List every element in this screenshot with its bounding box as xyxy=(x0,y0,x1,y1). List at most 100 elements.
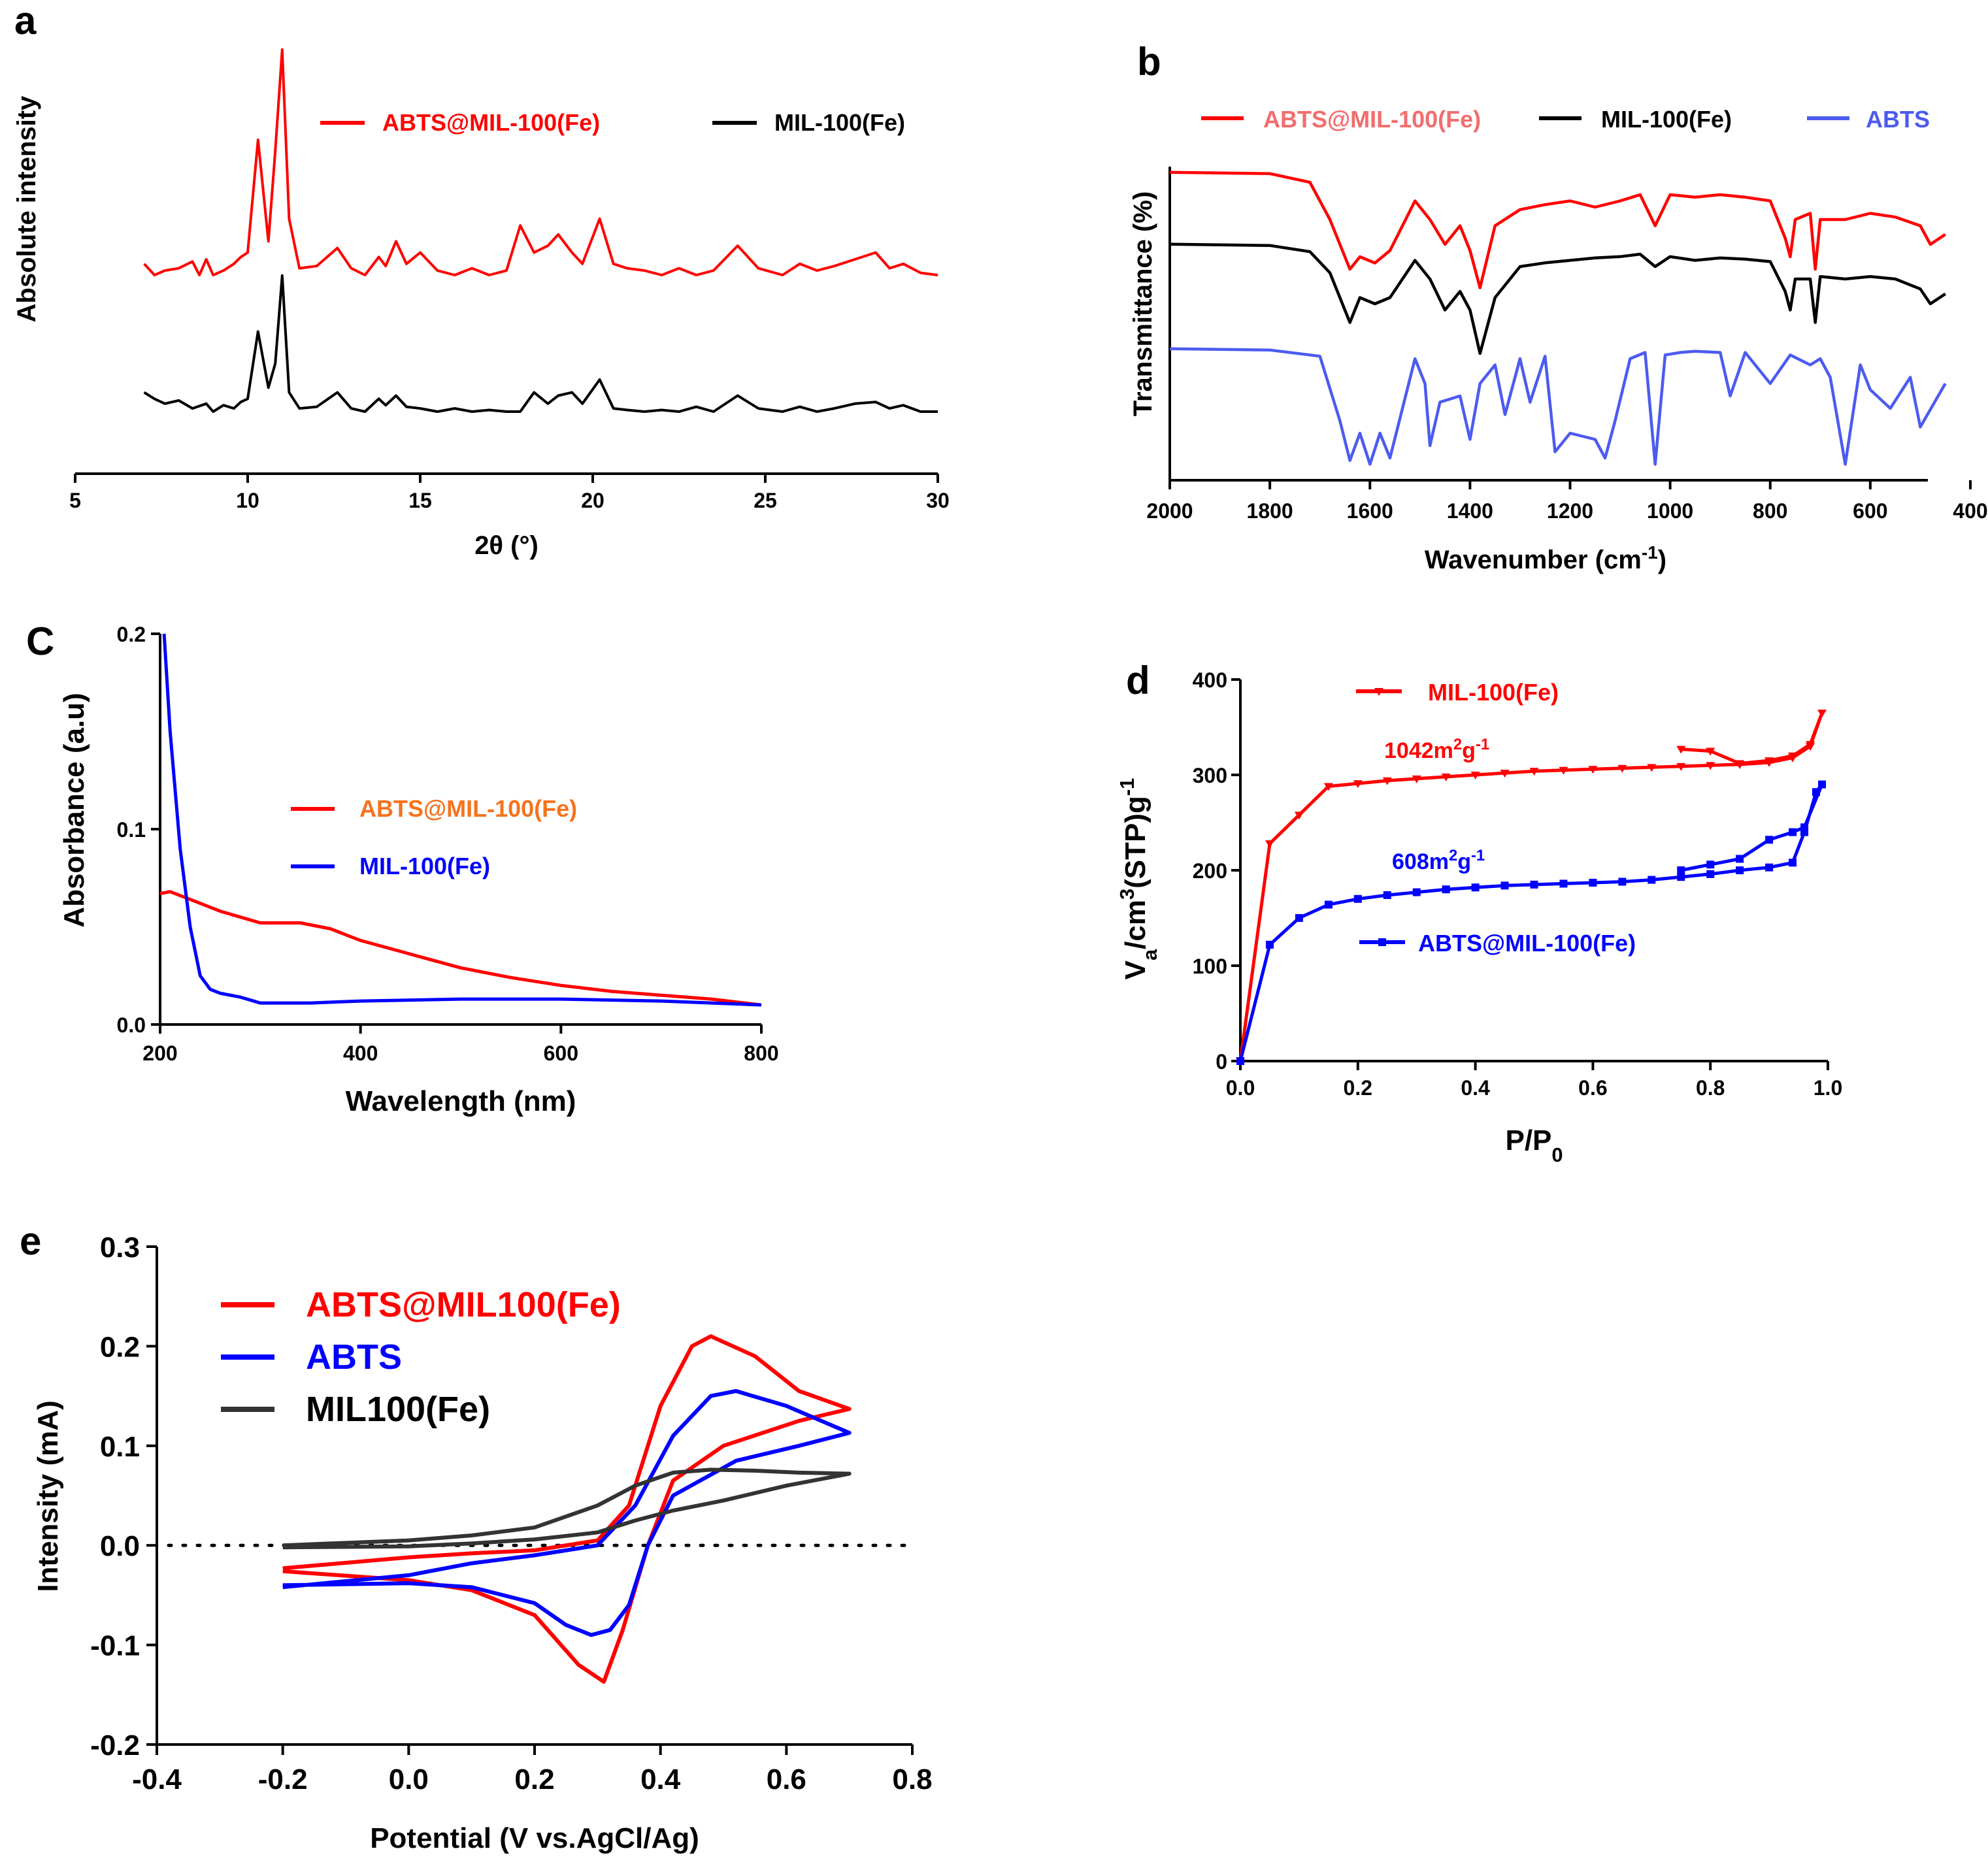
panel-d-isotherm-chart: d 0.0 0.2 0.4 0.6 0.8 1.0 0 100 200 300 400 P/P0 Va/c… xyxy=(1116,659,1843,1166)
y-tick-label: 0 xyxy=(1216,1050,1227,1073)
x-tick-label: 5 xyxy=(69,489,81,512)
data-point xyxy=(1353,780,1363,789)
data-point xyxy=(1765,836,1774,844)
legend-marker xyxy=(1374,688,1383,696)
x-axis-title: Wavelength (nm) xyxy=(346,1085,576,1117)
panel-e-cv-chart: e-0.4 -0.2 0.0 0.2 0.4 0.6 0.8-0.2-0.10.00.10.… xyxy=(20,1219,933,1854)
x-axis-title: Potential (V vs.AgCl/Ag) xyxy=(370,1822,699,1854)
data-point xyxy=(1500,881,1509,890)
y-axis-title: Va/cm3(STP)g-1 xyxy=(1116,778,1161,980)
series-line-abts-mil-100-fe- xyxy=(1238,783,1824,1062)
x-tick-label: 1800 xyxy=(1247,499,1293,523)
x-tick-label: 0.0 xyxy=(1226,1076,1255,1100)
legend-label: ABTS xyxy=(1866,106,1930,133)
y-tick-label: 0.3 xyxy=(100,1232,140,1264)
surface-area-annotation: 1042m2g-1 xyxy=(1384,736,1489,764)
panel-b-ftir-chart: b 2000 1800 1600 1400 1200 1000 800 600 400 Wavenu… xyxy=(1129,40,1988,574)
data-point xyxy=(1789,828,1797,836)
legend-label: ABTS@MIL-100(Fe) xyxy=(359,795,577,822)
data-point xyxy=(1676,762,1686,771)
data-point xyxy=(1788,752,1798,761)
y-tick-label: 200 xyxy=(1193,859,1227,883)
x-tick-label: 1.0 xyxy=(1814,1076,1842,1100)
x-tick-label: 0.2 xyxy=(514,1763,554,1795)
x-tick-label: 25 xyxy=(754,489,777,512)
data-point xyxy=(1677,866,1685,874)
legend-label: MIL-100(Fe) xyxy=(359,853,490,879)
x-tick-label: 2000 xyxy=(1146,499,1193,523)
data-point xyxy=(1353,894,1362,903)
y-tick-label: 0.1 xyxy=(117,818,146,842)
panel-d-letter: d xyxy=(1126,659,1150,702)
x-tick-label: 30 xyxy=(926,489,950,512)
data-point xyxy=(1800,823,1809,832)
data-point xyxy=(1817,710,1827,718)
data-point xyxy=(1265,940,1274,949)
series-line-abts-mil100-fe- xyxy=(282,1334,852,1684)
data-point xyxy=(1294,811,1304,820)
data-point xyxy=(1529,768,1539,776)
data-point xyxy=(1706,762,1715,770)
y-tick-label: 100 xyxy=(1193,955,1227,978)
data-point xyxy=(1706,747,1715,756)
data-point xyxy=(1647,764,1657,772)
data-point xyxy=(1764,757,1774,766)
data-point xyxy=(1559,879,1568,888)
panel-a-letter: a xyxy=(14,0,37,42)
y-axis-title: Intensity (mA) xyxy=(32,1400,64,1592)
data-point xyxy=(1806,741,1815,749)
data-point xyxy=(1500,770,1510,778)
y-tick-label: 400 xyxy=(1193,668,1227,692)
x-tick-label: 0.2 xyxy=(1344,1076,1372,1100)
y-tick-label: 0.0 xyxy=(117,1013,146,1037)
data-point xyxy=(1677,873,1685,881)
x-tick-label: 1200 xyxy=(1547,499,1593,523)
legend-label: ABTS@MIL100(Fe) xyxy=(306,1285,621,1324)
data-point xyxy=(1736,866,1744,874)
data-point xyxy=(1530,880,1538,889)
data-point xyxy=(1618,877,1627,886)
y-tick-label: -0.2 xyxy=(90,1729,140,1761)
panel-a-xrd-chart: a 5 10 15 20 25 30 2θ (°) Absolute intensity ABTS… xyxy=(12,0,950,560)
data-point xyxy=(1706,860,1715,869)
surface-area-annotation: 608m2g-1 xyxy=(1392,847,1485,875)
x-tick-label: 1400 xyxy=(1447,499,1493,523)
y-axis-title: Absolute intensity xyxy=(12,95,41,322)
data-point xyxy=(1559,766,1568,775)
x-tick-label: -0.4 xyxy=(132,1763,182,1795)
x-tick-label: 0.8 xyxy=(1696,1076,1725,1100)
x-tick-label: 400 xyxy=(1953,499,1987,523)
data-point xyxy=(1812,788,1821,796)
legend-marker xyxy=(1378,938,1386,946)
x-tick-label: 15 xyxy=(408,489,432,512)
x-tick-label: 0.8 xyxy=(892,1763,932,1795)
data-point xyxy=(1617,764,1627,773)
x-tick-label: 0.6 xyxy=(767,1763,806,1795)
series-line-mil-100-fe- xyxy=(143,274,938,413)
data-point xyxy=(1589,878,1597,887)
series-line-mil100-fe- xyxy=(282,1467,852,1550)
y-tick-label: -0.1 xyxy=(90,1630,140,1662)
data-point xyxy=(1324,900,1333,909)
series-line-abts-mil-100-fe- xyxy=(1169,171,1946,289)
data-point xyxy=(1648,876,1656,884)
y-tick-label: 0.1 xyxy=(100,1431,140,1463)
data-point xyxy=(1295,914,1303,922)
data-point xyxy=(1470,772,1480,779)
legend-label: MIL-100(Fe) xyxy=(1428,679,1559,706)
legend-label: ABTS@MIL-100(Fe) xyxy=(1263,106,1481,133)
data-point xyxy=(1236,1057,1244,1065)
data-point xyxy=(1382,777,1392,785)
series-line-abts-mil-100-fe- xyxy=(143,48,938,276)
data-point xyxy=(1441,773,1451,781)
data-point xyxy=(1765,863,1774,872)
x-tick-label: 0.0 xyxy=(389,1763,429,1795)
y-tick-label: 0.0 xyxy=(100,1530,140,1562)
series-line-abts xyxy=(282,1389,852,1637)
series-line-abts xyxy=(1169,347,1947,466)
panel-b-letter: b xyxy=(1137,40,1161,84)
x-tick-label: 0.4 xyxy=(1461,1076,1490,1100)
series-line-mil-100-fe- xyxy=(1169,242,1946,355)
y-axis-title: Absorbance (a.u) xyxy=(58,693,90,927)
